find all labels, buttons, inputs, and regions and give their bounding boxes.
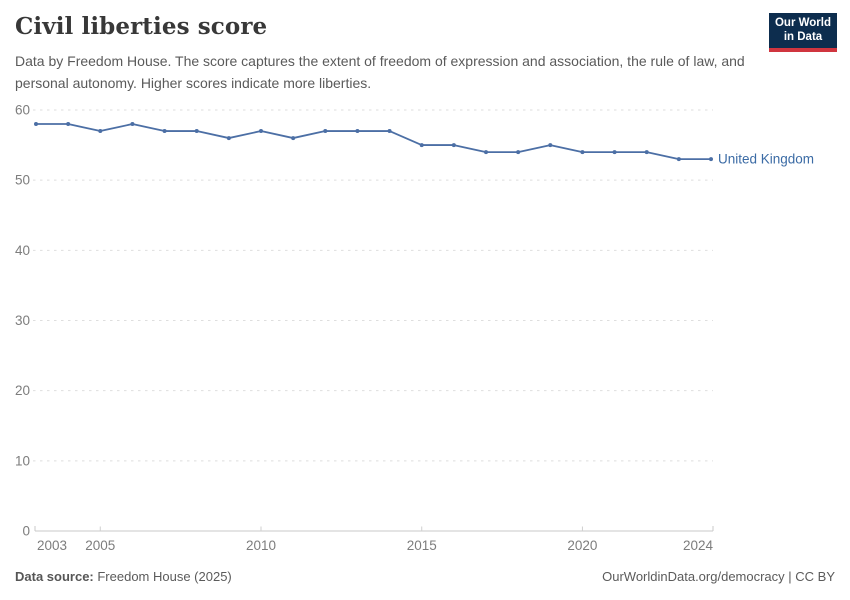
data-point-2017[interactable] xyxy=(484,150,488,155)
owid-credit-link[interactable]: OurWorldinData.org/democracy | CC BY xyxy=(602,569,835,584)
owid-logo[interactable]: Our World in Data xyxy=(769,13,837,52)
y-tick-label-60: 60 xyxy=(15,103,30,118)
data-point-2009[interactable] xyxy=(226,136,231,141)
data-point-2022[interactable] xyxy=(644,150,649,155)
data-point-2018[interactable] xyxy=(516,150,521,155)
chart-subtitle: Data by Freedom House. The score capture… xyxy=(15,53,745,91)
data-point-2021[interactable] xyxy=(612,150,617,155)
data-point-2015[interactable] xyxy=(419,143,424,148)
data-point-2012[interactable] xyxy=(323,129,328,134)
data-source-label: Data source: xyxy=(15,569,94,584)
data-point-2020[interactable] xyxy=(580,150,585,155)
data-point-2010[interactable] xyxy=(259,129,263,134)
data-point-2016[interactable] xyxy=(451,143,456,148)
data-point-2007[interactable] xyxy=(162,129,167,134)
series-line-united-kingdom[interactable] xyxy=(35,123,712,161)
owid-logo-line2: in Data xyxy=(783,30,823,43)
x-tick-label-2015: 2015 xyxy=(407,538,437,553)
data-point-2023[interactable] xyxy=(676,157,681,162)
chart-title: Civil liberties score xyxy=(15,13,268,40)
data-point-2011[interactable] xyxy=(291,136,296,141)
y-tick-label-50: 50 xyxy=(15,173,30,188)
x-tick-label-2003: 2003 xyxy=(37,538,67,553)
owid-logo-line1: Our World xyxy=(774,17,831,29)
chart-footer: Data source: Freedom House (2025) OurWor… xyxy=(15,569,835,584)
data-point-2019[interactable] xyxy=(548,143,553,148)
data-point-2006[interactable] xyxy=(130,122,135,127)
y-tick-label-20: 20 xyxy=(15,383,30,398)
x-tick-label-2010: 2010 xyxy=(246,538,276,553)
y-tick-label-0: 0 xyxy=(22,524,30,539)
x-tick-label-2005: 2005 xyxy=(85,538,115,553)
data-point-2024[interactable] xyxy=(709,157,713,162)
entity-label[interactable]: United Kingdom xyxy=(718,152,814,167)
y-tick-label-10: 10 xyxy=(15,453,30,468)
data-source-value: Freedom House (2025) xyxy=(93,569,232,584)
data-point-2004[interactable] xyxy=(66,122,71,127)
data-source-note: Data source: Freedom House (2025) xyxy=(15,569,232,584)
x-tick-label-2020: 2020 xyxy=(567,538,597,553)
y-tick-label-30: 30 xyxy=(15,313,30,328)
data-point-2005[interactable] xyxy=(98,129,103,134)
data-point-2014[interactable] xyxy=(387,129,392,134)
data-point-2008[interactable] xyxy=(194,129,199,134)
x-tick-label-2024: 2024 xyxy=(683,538,714,553)
data-point-2013[interactable] xyxy=(355,129,360,134)
y-tick-label-40: 40 xyxy=(15,243,30,258)
data-point-2003[interactable] xyxy=(34,122,38,127)
